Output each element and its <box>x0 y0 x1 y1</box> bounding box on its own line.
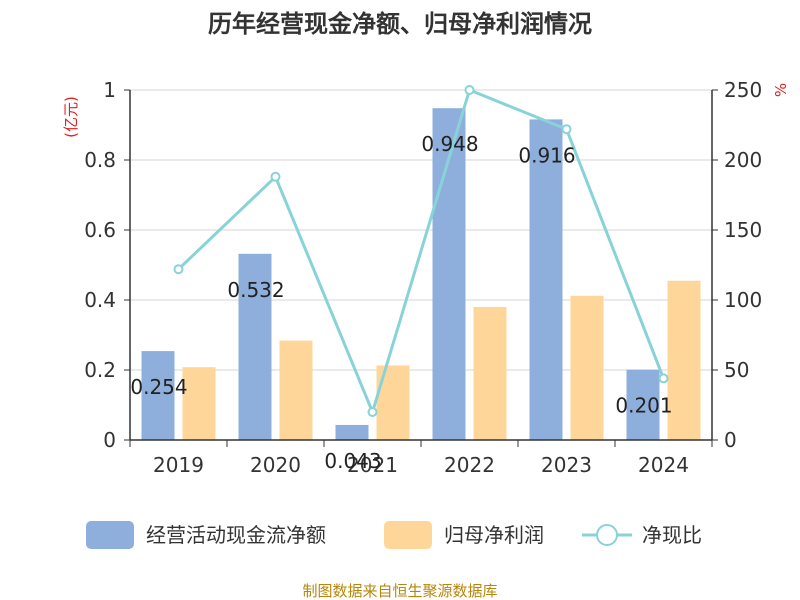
cash-flow-data-label: 0.948 <box>421 132 478 156</box>
cash-flow-data-label: 0.916 <box>518 143 575 167</box>
net-profit-bar <box>279 340 313 440</box>
net-profit-bars <box>182 280 701 440</box>
legend-swatch-cash-flow <box>86 521 134 549</box>
left-axis-tick-label: 0.6 <box>84 218 116 242</box>
net-profit-bar <box>570 295 604 440</box>
right-axis-tick-label: 150 <box>724 218 762 242</box>
right-axis-tick-label: 0 <box>724 428 737 452</box>
x-axis-tick-label: 2019 <box>153 453 204 477</box>
legend-label-cash-flow: 经营活动现金流净额 <box>146 523 326 547</box>
left-axis-tick-label: 0.2 <box>84 358 116 382</box>
ratio-point <box>561 124 572 135</box>
cash-flow-data-label: 0.532 <box>227 278 284 302</box>
right-axis-tick-label: 250 <box>724 78 762 102</box>
left-axis-unit: (亿元) <box>62 96 80 138</box>
ratio-line-series <box>173 85 669 417</box>
cash-flow-data-label: 0.254 <box>130 375 187 399</box>
ratio-point <box>658 373 669 384</box>
data-labels: 0.254 0.532 0.043 0.948 0.916 0.201 <box>130 132 672 473</box>
right-axis-tick-label: 100 <box>724 288 762 312</box>
right-axis-tick-label: 50 <box>724 358 749 382</box>
cash-flow-bar <box>238 253 272 440</box>
legend-swatch-net-profit <box>384 521 432 549</box>
right-axis-unit: % <box>772 83 790 97</box>
legend: 经营活动现金流净额 归母净利润 净现比 <box>86 521 702 549</box>
net-profit-bar <box>473 307 507 440</box>
ratio-point <box>173 264 184 275</box>
cash-flow-bar <box>335 424 369 440</box>
legend-label-net-profit: 归母净利润 <box>444 523 544 547</box>
right-axis-tick-label: 200 <box>724 148 762 172</box>
left-axis-tick-label: 1 <box>103 78 116 102</box>
x-axis-tick-label: 2021 <box>347 453 398 477</box>
legend-label-ratio: 净现比 <box>642 523 702 547</box>
source-note: 制图数据来自恒生聚源数据库 <box>302 582 497 600</box>
left-axis-tick-label: 0 <box>103 428 116 452</box>
left-axis-tick-label: 0.4 <box>84 288 116 312</box>
x-axis-tick-label: 2023 <box>541 453 592 477</box>
chart-title: 历年经营现金净额、归母净利润情况 <box>208 10 592 38</box>
net-profit-bar <box>376 365 410 440</box>
ratio-point <box>464 85 475 95</box>
cash-flow-bar <box>626 369 660 440</box>
legend-marker-ratio <box>596 524 618 546</box>
net-profit-bar <box>667 280 701 440</box>
cash-flow-data-label: 0.201 <box>615 394 672 418</box>
ratio-point <box>367 407 378 417</box>
x-axis-tick-label: 2024 <box>638 453 689 477</box>
ratio-point <box>270 171 281 182</box>
cash-flow-bars <box>141 108 660 441</box>
cash-flow-data-label: 0.043 <box>324 449 381 473</box>
cash-flow-bar <box>432 108 466 440</box>
x-axis-tick-label: 2022 <box>444 453 495 477</box>
x-axis-tick-label: 2020 <box>250 453 301 477</box>
cash-flow-bar <box>529 119 563 441</box>
axes: 0 0 0.2 50 0.4 100 0.6 150 0.8 200 1 250 2019 2020 202… <box>84 78 762 477</box>
cash-flow-bar <box>141 351 175 440</box>
net-profit-bar <box>182 367 216 440</box>
left-axis-tick-label: 0.8 <box>84 148 116 172</box>
ratio-line <box>177 87 665 417</box>
grid-lines <box>130 89 712 371</box>
